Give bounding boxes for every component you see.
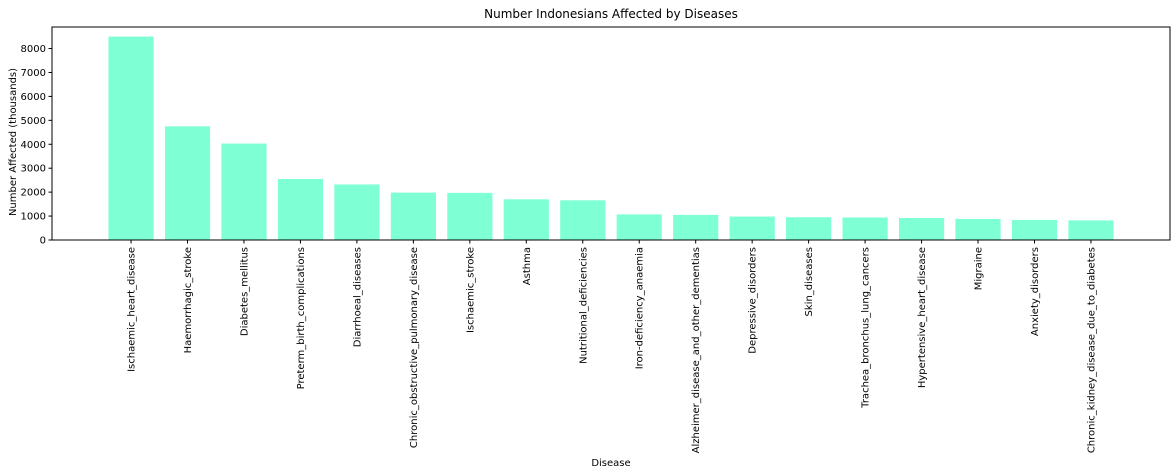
bar-trachea-bronchus-lung-cancers xyxy=(842,217,888,240)
x-tick-label: Skin_diseases xyxy=(804,247,815,316)
bar-chronic-kidney-disease-due-to-diabetes xyxy=(1068,220,1114,240)
x-tick-label: Depressive_disorders xyxy=(748,247,759,354)
x-tick-label: Migraine xyxy=(974,247,985,290)
bar-nutritional-deficiencies xyxy=(560,200,606,240)
bar-preterm-birth-complications xyxy=(277,178,324,240)
bar-chronic-obstructive-pulmonary-disease xyxy=(390,192,436,240)
y-tick-label: 2000 xyxy=(21,188,46,199)
bar-asthma xyxy=(503,199,549,240)
x-tick-label: Nutritional_deficiencies xyxy=(578,247,589,364)
y-tick-label: 7000 xyxy=(21,68,46,79)
bar-haemorrhagic-stroke xyxy=(164,126,211,240)
bar-alzheimer-disease-and-other-dementias xyxy=(673,214,719,240)
y-axis-label: Number Affected (thousands) xyxy=(8,68,19,216)
y-tick-label: 8000 xyxy=(21,44,46,55)
x-tick-label: Trachea_bronchus_lung_cancers xyxy=(861,247,872,409)
plot-area: 0 1000 2000 3000 4000 5000 6000 7000 8000 Ischaem… xyxy=(21,26,1171,453)
y-tick-label: 0 xyxy=(40,236,46,247)
y-tick-label: 5000 xyxy=(21,116,46,127)
x-tick-label: Diabetes_mellitus xyxy=(239,247,250,336)
x-tick-label: Chronic_obstructive_pulmonary_disease xyxy=(409,247,420,448)
x-tick-label: Asthma xyxy=(522,247,533,285)
bar-diabetes-mellitus xyxy=(221,143,267,240)
x-tick-label: Anxiety_disorders xyxy=(1030,247,1041,336)
y-tick-label: 3000 xyxy=(21,164,46,175)
x-tick-label: Chronic_kidney_disease_due_to_diabetes xyxy=(1086,247,1097,453)
bar-ischaemic-heart-disease xyxy=(108,36,154,241)
bar-diarrhoeal-diseases xyxy=(334,184,380,240)
bar-anxiety-disorders xyxy=(1011,219,1058,240)
plot-frame xyxy=(51,26,1171,241)
y-tick-label: 1000 xyxy=(21,212,46,223)
x-tick-label: Alzheimer_disease_and_other_dementias xyxy=(691,247,702,453)
chart-title: Number Indonesians Affected by Diseases xyxy=(484,7,738,21)
bar-depressive-disorders xyxy=(729,216,775,240)
x-tick-label: Ischaemic_stroke xyxy=(465,247,476,333)
x-tick-label: Diarrhoeal_diseases xyxy=(352,247,363,347)
bar-hypertensive-heart-disease xyxy=(898,217,945,240)
bar-migraine xyxy=(955,218,1001,240)
x-tick-label: Ischaemic_heart_disease xyxy=(127,247,138,372)
x-axis-label: Disease xyxy=(591,458,630,469)
x-tick-label: Preterm_birth_complications xyxy=(296,247,307,389)
y-tick-label: 6000 xyxy=(21,92,46,103)
x-tick-label: Haemorrhagic_stroke xyxy=(183,247,194,353)
x-tick-label: Iron-deficiency_anaemia xyxy=(635,247,646,369)
bar-ischaemic-stroke xyxy=(447,192,493,240)
bar-skin-diseases xyxy=(786,217,832,240)
x-tick-label: Hypertensive_heart_disease xyxy=(917,247,928,388)
y-tick-label: 4000 xyxy=(21,140,46,151)
bar-iron-deficiency-anaemia xyxy=(616,214,662,240)
